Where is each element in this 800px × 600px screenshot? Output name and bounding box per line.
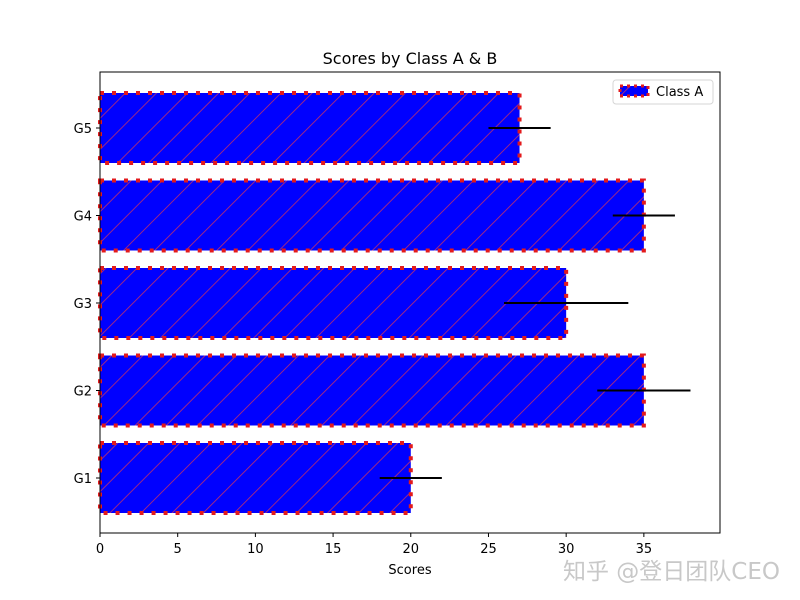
- bars-group: [98, 91, 691, 515]
- bar-g3: [98, 266, 569, 340]
- y-tick-label: G5: [74, 122, 92, 137]
- x-tick-label: 25: [480, 542, 497, 557]
- x-tick-label: 10: [247, 542, 264, 557]
- x-tick-label: 15: [325, 542, 342, 557]
- x-tick-label: 0: [96, 542, 104, 557]
- x-tick-label: 35: [636, 542, 653, 557]
- y-tick-label: G1: [74, 472, 92, 487]
- x-axis-label: Scores: [388, 563, 431, 578]
- y-tick-label: G2: [74, 385, 92, 400]
- x-tick-label: 5: [174, 542, 182, 557]
- x-tick-label: 30: [558, 542, 575, 557]
- bar-g5: [98, 91, 522, 165]
- y-tick-label: G3: [74, 297, 92, 312]
- chart-title: Scores by Class A & B: [323, 49, 498, 68]
- legend: Class A: [612, 79, 714, 105]
- bar-g4: [98, 178, 646, 253]
- y-axis: G1 G2 G3 G4 G5: [74, 122, 100, 487]
- x-tick-label: 20: [403, 542, 420, 557]
- y-tick-label: G4: [74, 210, 92, 225]
- x-axis: 0 5 10 15 20 25 30 35: [96, 533, 652, 557]
- bar-g2: [98, 353, 646, 428]
- legend-swatch: [618, 84, 650, 98]
- bar-g1: [98, 441, 413, 515]
- watermark: 知乎 @登日团队CEO: [563, 559, 781, 585]
- legend-label: Class A: [656, 85, 703, 100]
